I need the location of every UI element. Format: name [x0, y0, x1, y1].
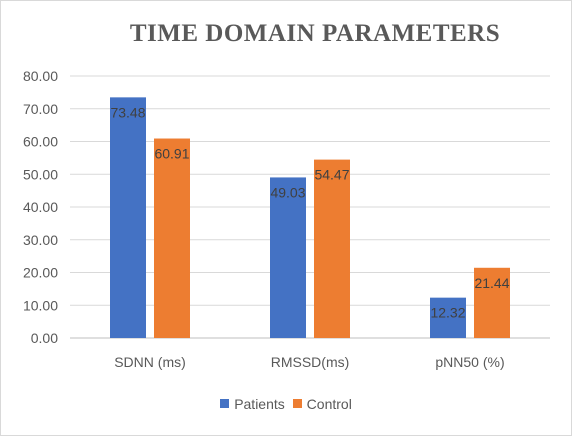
bar-control [314, 159, 350, 338]
y-tick-label: 20.00 [23, 265, 58, 281]
data-label: 49.03 [270, 184, 305, 200]
bar-control [154, 138, 190, 338]
y-tick-label: 60.00 [23, 134, 58, 150]
bar-patients [270, 177, 306, 338]
legend-label-control: Control [306, 395, 352, 412]
legend-label-patients: Patients [234, 395, 285, 412]
legend-swatch-patients [220, 399, 230, 408]
y-tick-label: 70.00 [23, 101, 58, 117]
legend-swatch-control [292, 399, 302, 408]
x-category-label: RMSSD(ms) [271, 354, 350, 370]
y-tick-label: 50.00 [23, 166, 58, 182]
chart-title: TIME DOMAIN PARAMETERS [129, 20, 501, 47]
y-tick-label: 40.00 [23, 199, 58, 215]
data-label: 60.91 [154, 146, 189, 162]
chart-legend: Patients Control [0, 395, 572, 412]
y-tick-label: 80.00 [23, 68, 58, 84]
x-category-label: pNN50 (%) [435, 354, 504, 370]
y-tick-label: 30.00 [23, 232, 58, 248]
legend-item-control: Control [292, 395, 352, 412]
bar-control [474, 267, 510, 338]
data-label: 54.47 [314, 167, 349, 183]
y-tick-label: 0.00 [31, 330, 58, 346]
x-category-label: SDNN (ms) [114, 354, 186, 370]
data-label: 21.44 [474, 275, 509, 291]
legend-item-patients: Patients [220, 396, 285, 412]
bar-patients [110, 97, 146, 338]
data-label: 73.48 [110, 104, 145, 120]
y-tick-label: 10.00 [23, 297, 58, 313]
data-label: 12.32 [430, 305, 465, 321]
bar-patients [430, 297, 466, 338]
